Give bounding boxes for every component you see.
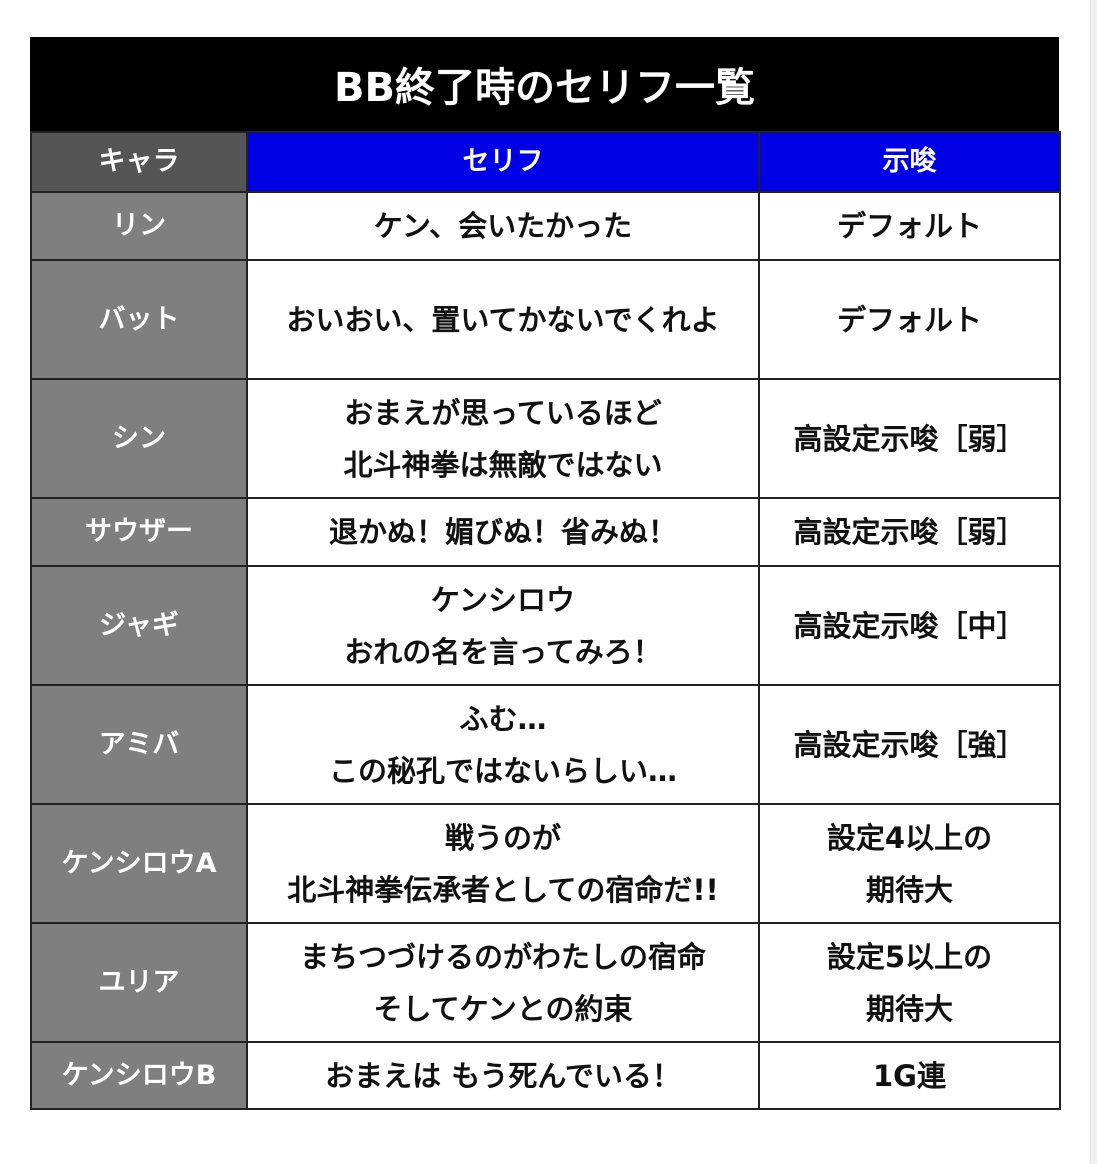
hint-cell: 設定4以上の 期待大 [758, 803, 1061, 924]
table-row: サウザー 退かぬ！媚びぬ！省みぬ！ 高設定示唆［弱］ [30, 497, 1061, 567]
line-cell: ふむ… この秘孔ではないらしい… [246, 684, 760, 805]
serif-table: キャラ セリフ 示唆 リン ケン、会いたかった デフォルト バット おいおい、置いてかな… [30, 131, 1061, 1110]
chara-cell: ケンシロウB [30, 1041, 248, 1110]
hint-cell: 高設定示唆［中］ [758, 565, 1061, 686]
header-hint: 示唆 [758, 131, 1061, 193]
line-cell: おいおい、置いてかないでくれよ [246, 259, 760, 380]
chara-cell: サウザー [30, 497, 248, 567]
chara-cell: ケンシロウA [30, 803, 248, 924]
table-title: BB終了時のセリフ一覧 [30, 37, 1059, 131]
line-cell: 戦うのが 北斗神拳伝承者としての宿命だ!! [246, 803, 760, 924]
hint-cell: デフォルト [758, 259, 1061, 380]
chara-cell: バット [30, 259, 248, 380]
table-row: シン おまえが思っているほど 北斗神拳は無敵ではない 高設定示唆［弱］ [30, 378, 1061, 499]
scrollbar[interactable] [1090, 0, 1097, 1164]
line-cell: ケン、会いたかった [246, 191, 760, 261]
hint-cell: 高設定示唆［強］ [758, 684, 1061, 805]
hint-cell: 1G連 [758, 1041, 1061, 1110]
line-cell: おまえは もう死んでいる！ [246, 1041, 760, 1110]
chara-cell: リン [30, 191, 248, 261]
header-chara: キャラ [30, 131, 248, 193]
line-cell: まちつづけるのがわたしの宿命 そしてケンとの約束 [246, 922, 760, 1043]
header-line: セリフ [246, 131, 760, 193]
table-row: バット おいおい、置いてかないでくれよ デフォルト [30, 259, 1061, 380]
line-cell: ケンシロウ おれの名を言ってみろ！ [246, 565, 760, 686]
chara-cell: シン [30, 378, 248, 499]
line-cell: 退かぬ！媚びぬ！省みぬ！ [246, 497, 760, 567]
serif-table-container: BB終了時のセリフ一覧 キャラ セリフ 示唆 リン ケン、会いたかった デフォルトバ… [30, 37, 1061, 1110]
hint-cell: デフォルト [758, 191, 1061, 261]
line-cell: おまえが思っているほど 北斗神拳は無敵ではない [246, 378, 760, 499]
hint-cell: 高設定示唆［弱］ [758, 497, 1061, 567]
table-row: ユリア まちつづけるのがわたしの宿命 そしてケンとの約束 設定5以上の 期待大 [30, 922, 1061, 1043]
chara-cell: ユリア [30, 922, 248, 1043]
table-row: ケンシロウB おまえは もう死んでいる！ 1G連 [30, 1041, 1061, 1110]
table-row: ジャギ ケンシロウ おれの名を言ってみろ！ 高設定示唆［中］ [30, 565, 1061, 686]
table-row: リン ケン、会いたかった デフォルト [30, 191, 1061, 261]
table-row: アミバ ふむ… この秘孔ではないらしい… 高設定示唆［強］ [30, 684, 1061, 805]
hint-cell: 高設定示唆［弱］ [758, 378, 1061, 499]
hint-cell: 設定5以上の 期待大 [758, 922, 1061, 1043]
chara-cell: アミバ [30, 684, 248, 805]
table-row: ケンシロウA 戦うのが 北斗神拳伝承者としての宿命だ!! 設定4以上の 期待大 [30, 803, 1061, 924]
chara-cell: ジャギ [30, 565, 248, 686]
